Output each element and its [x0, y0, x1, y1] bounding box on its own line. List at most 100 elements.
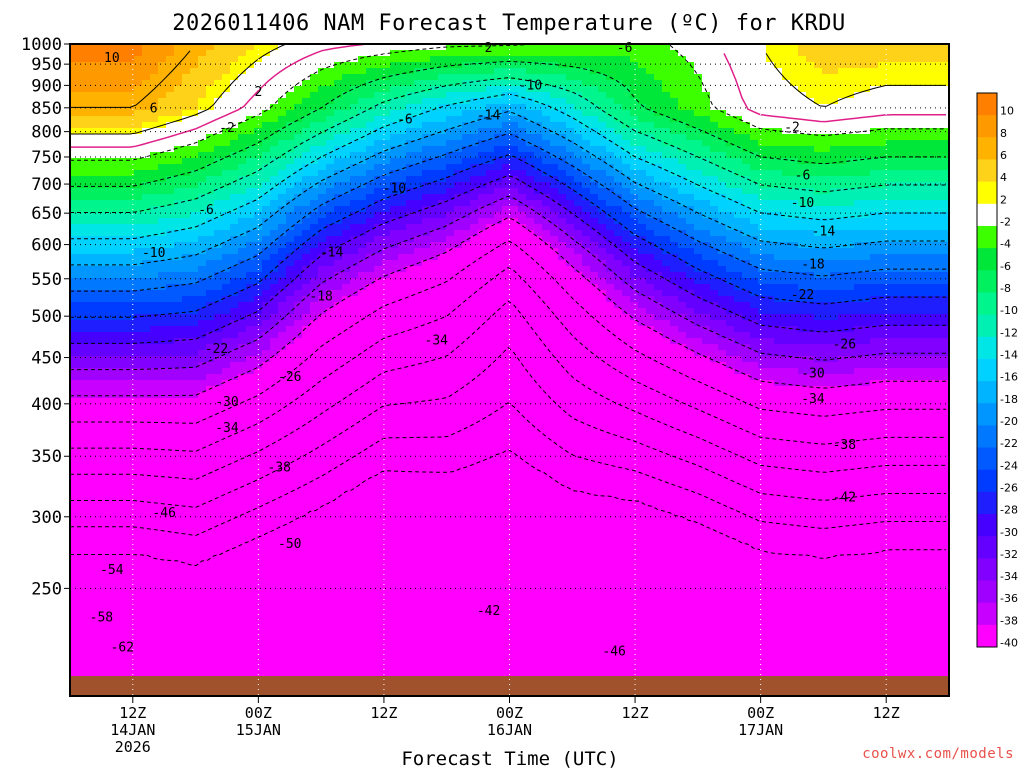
heat-cell: [246, 578, 255, 585]
heat-cell: [222, 578, 231, 585]
heat-cell: [430, 374, 439, 381]
heat-cell: [150, 146, 159, 153]
heat-cell: [390, 362, 399, 369]
heat-cell: [366, 530, 375, 537]
heat-cell: [230, 470, 239, 477]
heat-cell: [414, 578, 423, 585]
heat-cell: [110, 494, 119, 501]
heat-cell: [262, 632, 271, 639]
heat-cell: [278, 644, 287, 651]
heat-cell: [254, 578, 263, 585]
heat-cell: [134, 110, 143, 117]
heat-cell: [350, 128, 359, 135]
heat-cell: [78, 368, 87, 375]
heat-cell: [214, 248, 223, 255]
heat-cell: [422, 470, 431, 477]
heat-cell: [230, 164, 239, 171]
heat-cell: [342, 218, 351, 225]
heat-cell: [134, 404, 143, 411]
heat-cell: [294, 464, 303, 471]
heat-cell: [262, 92, 271, 99]
heat-cell: [142, 338, 151, 345]
heat-cell: [398, 638, 407, 645]
heat-cell: [342, 644, 351, 651]
heat-cell: [126, 440, 135, 447]
heat-cell: [142, 164, 151, 171]
heat-cell: [374, 128, 383, 135]
heat-cell: [214, 278, 223, 285]
heat-cell: [382, 128, 391, 135]
heat-cell: [278, 416, 287, 423]
heat-cell: [182, 470, 191, 477]
heat-cell: [86, 182, 95, 189]
heat-cell: [182, 326, 191, 333]
heat-cell: [78, 638, 87, 645]
heat-cell: [134, 392, 143, 399]
heat-cell: [94, 140, 103, 147]
heat-cell: [182, 638, 191, 645]
heat-cell: [414, 518, 423, 525]
heat-cell: [374, 158, 383, 165]
heat-cell: [134, 656, 143, 663]
heat-cell: [302, 374, 311, 381]
heat-cell: [430, 560, 439, 567]
heat-cell: [270, 158, 279, 165]
heat-cell: [102, 434, 111, 441]
heat-cell: [374, 236, 383, 243]
heat-cell: [94, 386, 103, 393]
heat-cell: [118, 80, 127, 87]
heat-cell: [358, 470, 367, 477]
heat-cell: [286, 572, 295, 579]
heat-cell: [182, 596, 191, 603]
heat-cell: [262, 422, 271, 429]
heat-cell: [94, 164, 103, 171]
heat-cell: [414, 524, 423, 531]
heat-cell: [334, 404, 343, 411]
heat-cell: [238, 476, 247, 483]
heat-cell: [214, 338, 223, 345]
heat-cell: [262, 380, 271, 387]
heat-cell: [102, 614, 111, 621]
heat-cell: [430, 362, 439, 369]
heat-cell: [374, 524, 383, 531]
heat-cell: [182, 260, 191, 267]
heat-cell: [310, 464, 319, 471]
heat-cell: [406, 428, 415, 435]
heat-cell: [230, 350, 239, 357]
heat-cell: [206, 548, 215, 555]
heat-cell: [206, 518, 215, 525]
heat-cell: [310, 404, 319, 411]
heat-cell: [334, 296, 343, 303]
heat-cell: [214, 128, 223, 135]
heat-cell: [414, 464, 423, 471]
heat-cell: [182, 158, 191, 165]
heat-cell: [422, 500, 431, 507]
heat-cell: [118, 548, 127, 555]
heat-cell: [134, 494, 143, 501]
heat-cell: [334, 656, 343, 663]
heat-cell: [70, 632, 79, 639]
heat-cell: [238, 92, 247, 99]
heat-cell: [286, 290, 295, 297]
heat-cell: [86, 644, 95, 651]
heat-cell: [382, 506, 391, 513]
heat-cell: [142, 602, 151, 609]
heat-cell: [270, 62, 279, 69]
heat-cell: [398, 110, 407, 117]
heat-cell: [334, 230, 343, 237]
heat-cell: [422, 50, 431, 57]
heat-cell: [398, 452, 407, 459]
heat-cell: [142, 500, 151, 507]
heat-cell: [278, 50, 287, 57]
heat-cell: [230, 254, 239, 261]
heat-cell: [174, 416, 183, 423]
heat-cell: [390, 476, 399, 483]
heat-cell: [190, 596, 199, 603]
heat-cell: [398, 98, 407, 105]
heat-cell: [118, 620, 127, 627]
heat-cell: [326, 56, 335, 63]
heat-cell: [118, 56, 127, 63]
heat-cell: [278, 116, 287, 123]
heat-cell: [350, 668, 359, 675]
heat-cell: [94, 542, 103, 549]
